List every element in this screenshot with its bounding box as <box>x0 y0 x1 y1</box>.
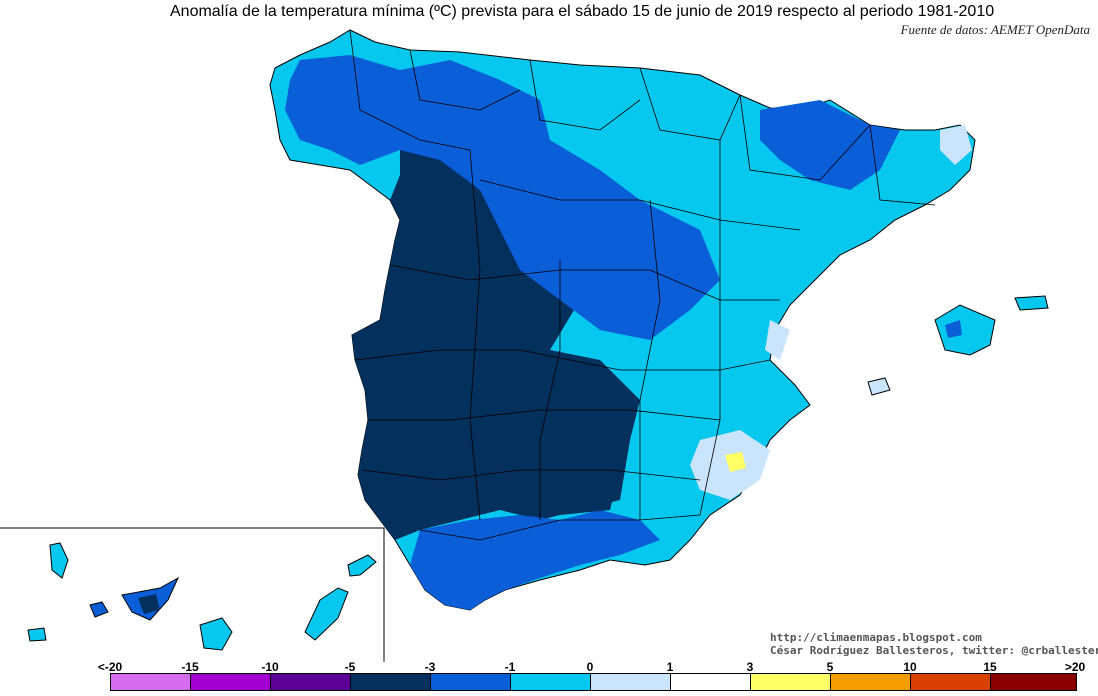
gran-canaria-island <box>199 617 233 651</box>
legend-ticks: <-20 -15 -10 -5 -3 -1 0 1 3 5 10 15 >20 <box>0 660 1098 674</box>
color-legend <box>110 673 1077 691</box>
legend-tick: <-20 <box>97 660 123 674</box>
yellow-zone-southeast <box>725 452 746 472</box>
legend-swatch <box>671 674 751 690</box>
legend-tick: 15 <box>983 660 997 674</box>
legend-swatch <box>271 674 351 690</box>
light-blue-zone-catalonia <box>940 125 972 165</box>
legend-swatch <box>511 674 591 690</box>
blue-zone-east <box>760 100 900 190</box>
mallorca-island <box>934 304 996 356</box>
map-title: Anomalía de la temperatura mínima (ºC) p… <box>170 3 995 20</box>
legend-tick: 1 <box>666 660 674 674</box>
credits-author: César Rodríguez Ballesteros, twitter: @c… <box>770 644 1098 657</box>
blue-zone-north <box>285 55 720 340</box>
ibiza-island <box>867 377 891 396</box>
legend-swatch <box>191 674 271 690</box>
legend-swatch <box>111 674 191 690</box>
legend-tick: -10 <box>261 660 279 674</box>
canary-inset-frame <box>0 527 385 662</box>
legend-tick: 3 <box>746 660 754 674</box>
light-blue-zone-east-coast <box>765 320 790 360</box>
blue-zone-south <box>410 510 660 610</box>
province-borders <box>349 29 936 541</box>
data-source: Fuente de datos: AEMET OpenData <box>900 22 1090 37</box>
la-gomera-island <box>27 627 47 642</box>
legend-swatch <box>991 674 1076 690</box>
tenerife-dark-core <box>138 594 160 614</box>
legend-tick: -5 <box>344 660 356 674</box>
dark-core-south <box>535 440 620 515</box>
menorca-island <box>1014 295 1049 311</box>
lanzarote-island <box>347 554 377 577</box>
credits: http://climaenmapas.blogspot.com César R… <box>770 631 1098 657</box>
legend-swatch <box>351 674 431 690</box>
legend-swatch <box>911 674 991 690</box>
legend-swatch <box>831 674 911 690</box>
legend-tick: -1 <box>504 660 516 674</box>
credits-url: http://climaenmapas.blogspot.com <box>770 631 982 644</box>
legend-tick: 10 <box>903 660 917 674</box>
legend-swatch <box>591 674 671 690</box>
legend-tick: 5 <box>826 660 834 674</box>
legend-tick: >20 <box>1064 660 1086 674</box>
mallorca-blue-spot <box>945 320 962 338</box>
legend-tick: 0 <box>586 660 594 674</box>
legend-tick: -3 <box>424 660 436 674</box>
la-palma-island <box>49 542 69 579</box>
legend-swatch <box>751 674 831 690</box>
legend-tick: -15 <box>181 660 199 674</box>
fuerteventura-island <box>304 587 349 641</box>
el-hierro-island <box>89 601 109 618</box>
legend-swatch <box>431 674 511 690</box>
